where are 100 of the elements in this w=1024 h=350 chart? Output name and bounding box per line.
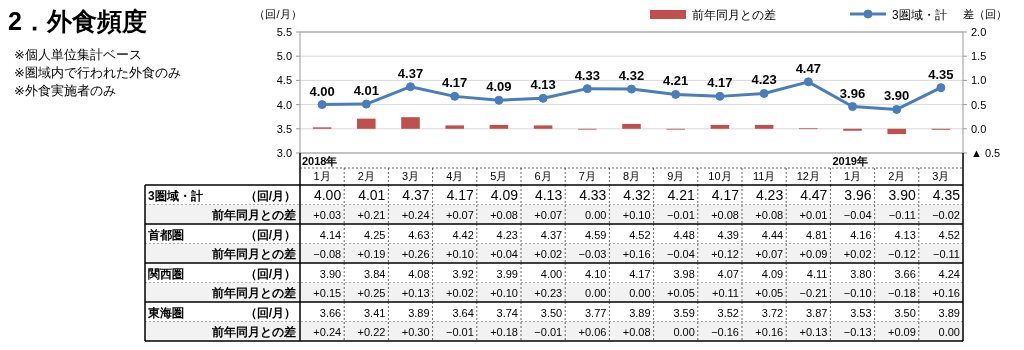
text: +0.18	[490, 326, 518, 338]
text: 3.89	[938, 306, 960, 319]
text: 3.98	[673, 267, 695, 280]
text: 4.17	[707, 75, 733, 91]
text: +0.02	[843, 248, 872, 260]
text: 前年同月との差	[211, 247, 296, 261]
text: 4.25	[363, 228, 386, 241]
text: −0.13	[843, 326, 872, 338]
text: 4.11	[806, 267, 828, 280]
data-label: 4.01	[358, 186, 386, 203]
y2-axis-title: 差（回）	[963, 8, 1007, 20]
data-label: 4.17	[446, 186, 475, 203]
text: 4.37	[540, 228, 563, 241]
text: 3.52	[717, 306, 739, 319]
text: 3.53	[850, 306, 872, 319]
data-label: −0.11	[888, 209, 916, 221]
text: 4.10	[584, 267, 607, 280]
text: 3.92	[452, 267, 474, 280]
y-tick-label: 3.5	[276, 122, 292, 135]
text: 4.00	[540, 267, 563, 280]
point	[671, 89, 681, 99]
bar	[622, 123, 641, 129]
text: +0.16	[622, 248, 651, 260]
text: +0.15	[313, 287, 342, 299]
text: 4.07	[717, 267, 739, 280]
text: 首都圏	[147, 227, 184, 242]
data-label: 4.47	[800, 186, 828, 203]
y2-tick-label: ▲ 0.5	[971, 147, 1001, 159]
text: 3.87	[805, 306, 828, 319]
text: 3.90	[319, 267, 342, 280]
text: 4.59	[584, 228, 607, 241]
text: 4.16	[850, 228, 872, 241]
x-tick-label: 2月	[888, 170, 906, 182]
text: −0.16	[711, 326, 739, 338]
y2-tick-label: 1.5	[971, 50, 987, 63]
text: −0.21	[799, 287, 828, 299]
text: +0.05	[755, 287, 784, 299]
y-tick-label: 5.0	[276, 50, 292, 63]
data-label: +0.08	[711, 209, 739, 221]
text: 4.09	[761, 267, 784, 280]
text: 4.14	[319, 228, 342, 241]
text: −0.18	[887, 287, 916, 299]
data-label: 4.21	[667, 186, 696, 203]
x-tick-label: 8月	[622, 170, 641, 182]
point	[538, 93, 548, 103]
text: −0.08	[313, 248, 342, 260]
y2-tick-label: 0.5	[971, 98, 987, 111]
text: 4.13	[894, 228, 916, 241]
text: +0.13	[401, 287, 430, 299]
text: −0.01	[445, 326, 474, 338]
text: 3.50	[894, 306, 916, 319]
data-label: +0.10	[622, 209, 651, 221]
text: 0.00	[629, 287, 651, 299]
text: 4.81	[805, 228, 828, 241]
text: ※圏域内で行われた外食のみ	[14, 65, 181, 80]
bar	[533, 125, 553, 129]
x-tick-label: 12月	[796, 170, 820, 182]
text: 3.89	[408, 306, 430, 319]
point	[361, 99, 371, 109]
text: 4.23	[751, 72, 777, 88]
text: 4.00	[309, 83, 335, 99]
text: +0.30	[401, 326, 430, 338]
text: +0.13	[799, 326, 828, 338]
text: −0.03	[578, 248, 607, 260]
x-tick-label: 9月	[667, 170, 685, 182]
text: −0.01	[534, 326, 563, 338]
data-label: +0.07	[534, 209, 563, 221]
bar	[445, 125, 464, 129]
data-label: +0.08	[755, 209, 784, 221]
text: 3.99	[496, 267, 518, 280]
text: +0.09	[799, 248, 828, 260]
data-label: 4.09	[490, 186, 519, 203]
text: 4.52	[938, 228, 960, 241]
x-tick-label: 11月	[752, 170, 776, 182]
text: 4.21	[663, 73, 689, 89]
data-label: 4.35	[932, 186, 961, 203]
text: 東海圏	[147, 305, 184, 320]
text: +0.08	[622, 326, 651, 338]
y-axis-title: （回/月）	[254, 8, 302, 20]
text: 3.80	[850, 267, 872, 280]
text: +0.10	[490, 287, 518, 299]
text: 3.59	[673, 306, 695, 319]
legend-label: 前年同月との差	[692, 8, 776, 22]
text: +0.06	[578, 326, 607, 338]
text: ※外食実施者のみ	[14, 83, 116, 98]
text: 3.64	[452, 306, 474, 319]
text: 0.00	[584, 287, 607, 299]
text: 4.24	[938, 267, 960, 280]
point	[803, 77, 813, 87]
text: ※個人単位集計ベース	[14, 47, 142, 62]
text: 4.33	[574, 67, 600, 83]
bar	[357, 118, 376, 129]
text: 3.66	[319, 306, 342, 319]
text: 関西圏	[148, 266, 184, 281]
text: 4.09	[486, 79, 512, 95]
x-tick-label: 3月	[401, 170, 420, 182]
text: +0.05	[666, 287, 695, 299]
text: −0.04	[666, 248, 695, 260]
y2-tick-label: 2.0	[971, 26, 987, 38]
data-label: 4.32	[623, 186, 651, 203]
